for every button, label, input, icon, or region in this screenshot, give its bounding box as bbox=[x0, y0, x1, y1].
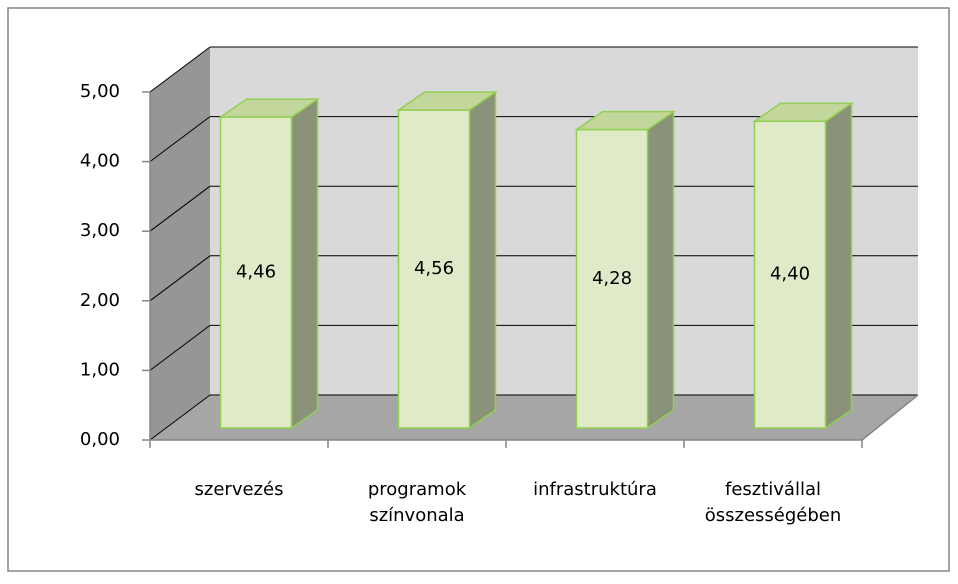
bar-side bbox=[468, 90, 497, 430]
value-label: 4,40 bbox=[770, 264, 810, 285]
bar-side bbox=[646, 110, 675, 430]
y-tick-label: 3,00 bbox=[80, 220, 120, 241]
grid-line bbox=[149, 116, 211, 163]
grid-line bbox=[149, 255, 211, 302]
bar-side bbox=[290, 97, 319, 430]
y-tick-label: 2,00 bbox=[80, 290, 120, 311]
bar-side bbox=[824, 101, 853, 430]
value-label: 4,56 bbox=[414, 258, 454, 279]
value-label: 4,28 bbox=[592, 268, 632, 289]
bar bbox=[753, 120, 827, 429]
grid-line bbox=[149, 46, 211, 93]
x-tick-label: infrastruktúra bbox=[533, 479, 657, 500]
y-tick-label: 1,00 bbox=[80, 359, 120, 380]
value-label: 4,46 bbox=[236, 262, 276, 283]
grid-line bbox=[149, 185, 211, 232]
x-tick-label-line: fesztivállal bbox=[725, 479, 821, 500]
grid-line bbox=[149, 394, 211, 441]
y-tick-label: 0,00 bbox=[80, 429, 120, 450]
bar bbox=[575, 128, 649, 429]
y-tick-label: 4,00 bbox=[80, 151, 120, 172]
floor-edge bbox=[861, 394, 919, 441]
x-tick-label-line: programok bbox=[368, 479, 467, 500]
x-tick-label: programok színvonala bbox=[368, 479, 467, 526]
grid-line bbox=[149, 324, 211, 371]
x-tick-label-line: színvonala bbox=[369, 505, 464, 526]
x-tick-label-line: összességében bbox=[705, 505, 842, 526]
x-tick-label: szervezés bbox=[195, 479, 284, 500]
bar bbox=[219, 116, 293, 429]
side-wall bbox=[150, 47, 210, 440]
y-tick-label: 5,00 bbox=[80, 81, 120, 102]
x-tick-label: fesztivállal összességében bbox=[705, 479, 842, 526]
floor bbox=[150, 395, 918, 440]
bar bbox=[397, 109, 471, 429]
